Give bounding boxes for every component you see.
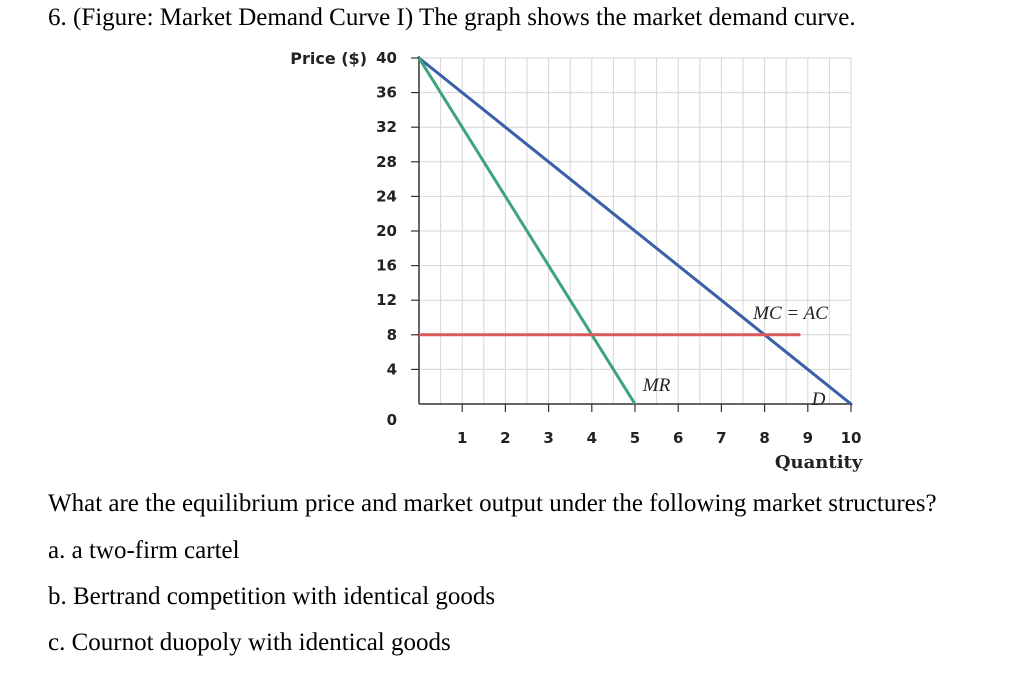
y-tick-label: 12: [376, 291, 397, 309]
demand-chart: 4 8 12 16 20 24 28 32 36 40 1 2 3 4 5 6 7 8 9 10 Price ($) …: [290, 49, 863, 473]
y-tick-label: 16: [376, 257, 397, 275]
y-tick-label: 28: [376, 153, 397, 171]
x-tick-label: 5: [630, 429, 640, 447]
x-tick-label: 9: [803, 429, 813, 447]
y-axis-title: Price ($): [290, 49, 367, 68]
chart-series: [417, 56, 853, 406]
y-tick-label: 8: [387, 326, 397, 344]
y-tick-label: 40: [376, 49, 397, 67]
x-tick-label: 3: [543, 429, 553, 447]
x-tick-label: 7: [716, 429, 726, 447]
x-tick-label: 1: [457, 429, 467, 447]
y-tick-label: 20: [376, 222, 397, 240]
y-tick-label: 36: [376, 84, 397, 102]
origin-label: 0: [387, 411, 397, 429]
x-tick-label: 4: [587, 429, 597, 447]
question-prompt: What are the equilibrium price and marke…: [48, 490, 937, 517]
x-tick-label: 2: [500, 429, 510, 447]
x-axis-title: Quantity: [775, 452, 863, 473]
y-tick-label: 24: [376, 187, 397, 205]
series-line-d: [417, 56, 853, 406]
option-a: a. a two-firm cartel: [48, 537, 240, 564]
curve-label: MC = AC: [752, 303, 828, 324]
chart-annotations: MC = AC MR D: [642, 303, 828, 410]
y-tick-label: 32: [376, 118, 397, 136]
y-tick-label: 4: [387, 360, 397, 378]
x-tick-label: 6: [673, 429, 683, 447]
option-b: b. Bertrand competition with identical g…: [48, 583, 496, 610]
series-line-mr: [417, 56, 637, 406]
question-title: 6. (Figure: Market Demand Curve I) The g…: [48, 4, 856, 31]
curve-label: MR: [642, 375, 671, 396]
x-tick-label: 8: [759, 429, 769, 447]
x-tick-label: 10: [841, 429, 862, 447]
option-c: c. Cournot duopoly with identical goods: [48, 629, 451, 656]
curve-label: D: [811, 389, 826, 410]
